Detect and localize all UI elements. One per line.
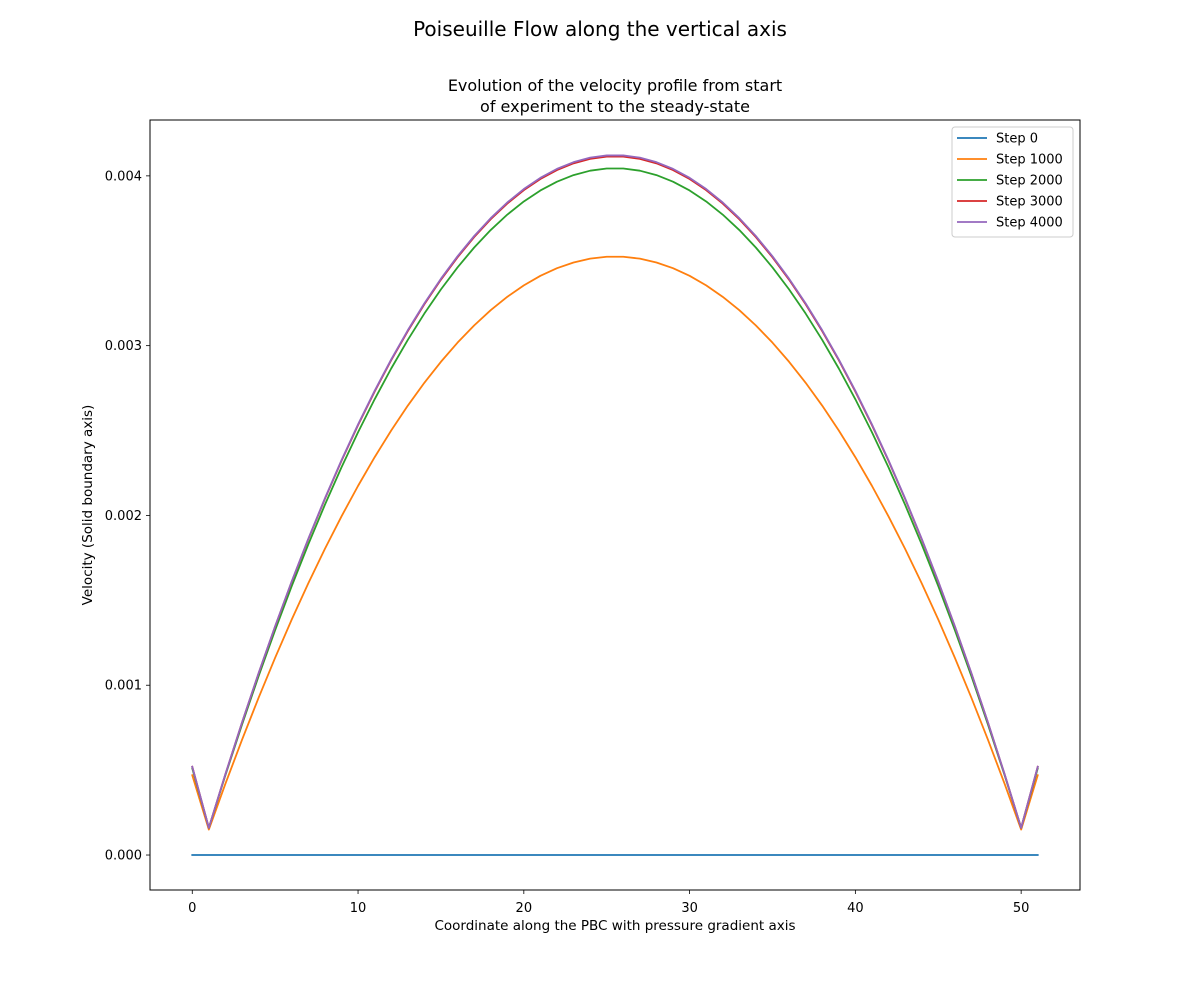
series-line-2: [191, 167, 1039, 829]
x-axis-label: Coordinate along the PBC with pressure g…: [434, 918, 795, 934]
y-tick-label: 0.003: [105, 339, 142, 354]
x-tick-label: 50: [1013, 901, 1030, 916]
x-axis-ticks: 0 10 20 30 40 50: [188, 890, 1029, 916]
x-tick-label: 30: [681, 901, 698, 916]
chart-title-line-1: Evolution of the velocity profile from s…: [448, 76, 782, 95]
legend-label: Step 1000: [996, 153, 1063, 168]
series-line-4: [191, 154, 1039, 829]
legend-frame: [951, 126, 1074, 238]
plot-area: [149, 119, 1081, 891]
figure-suptitle: Poiseuille Flow along the vertical axis: [413, 17, 787, 41]
legend-label: Step 3000: [996, 195, 1063, 210]
series-layer: [191, 154, 1039, 856]
chart-title-line-2: of experiment to the steady-state: [480, 97, 750, 116]
y-axis-label: Velocity (Solid boundary axis): [80, 405, 96, 606]
legend-label: Step 4000: [996, 216, 1063, 231]
x-tick-label: 40: [847, 901, 864, 916]
legend-label: Step 0: [996, 132, 1038, 147]
y-tick-label: 0.001: [105, 679, 142, 694]
legend: Step 0 Step 1000 Step 2000 Step 3000 Step 40…: [951, 126, 1074, 238]
legend-items: Step 0 Step 1000 Step 2000 Step 3000 Step 40…: [957, 132, 1063, 231]
axes-frame: [149, 119, 1081, 891]
y-tick-label: 0.000: [105, 849, 142, 864]
x-tick-label: 10: [350, 901, 367, 916]
x-tick-label: 0: [188, 901, 196, 916]
y-tick-label: 0.002: [105, 509, 142, 524]
y-axis-ticks: 0.000 0.001 0.002 0.003 0.004: [105, 169, 150, 864]
legend-label: Step 2000: [996, 174, 1063, 189]
y-tick-label: 0.004: [105, 169, 142, 184]
x-tick-label: 20: [516, 901, 533, 916]
series-line-1: [191, 255, 1039, 831]
